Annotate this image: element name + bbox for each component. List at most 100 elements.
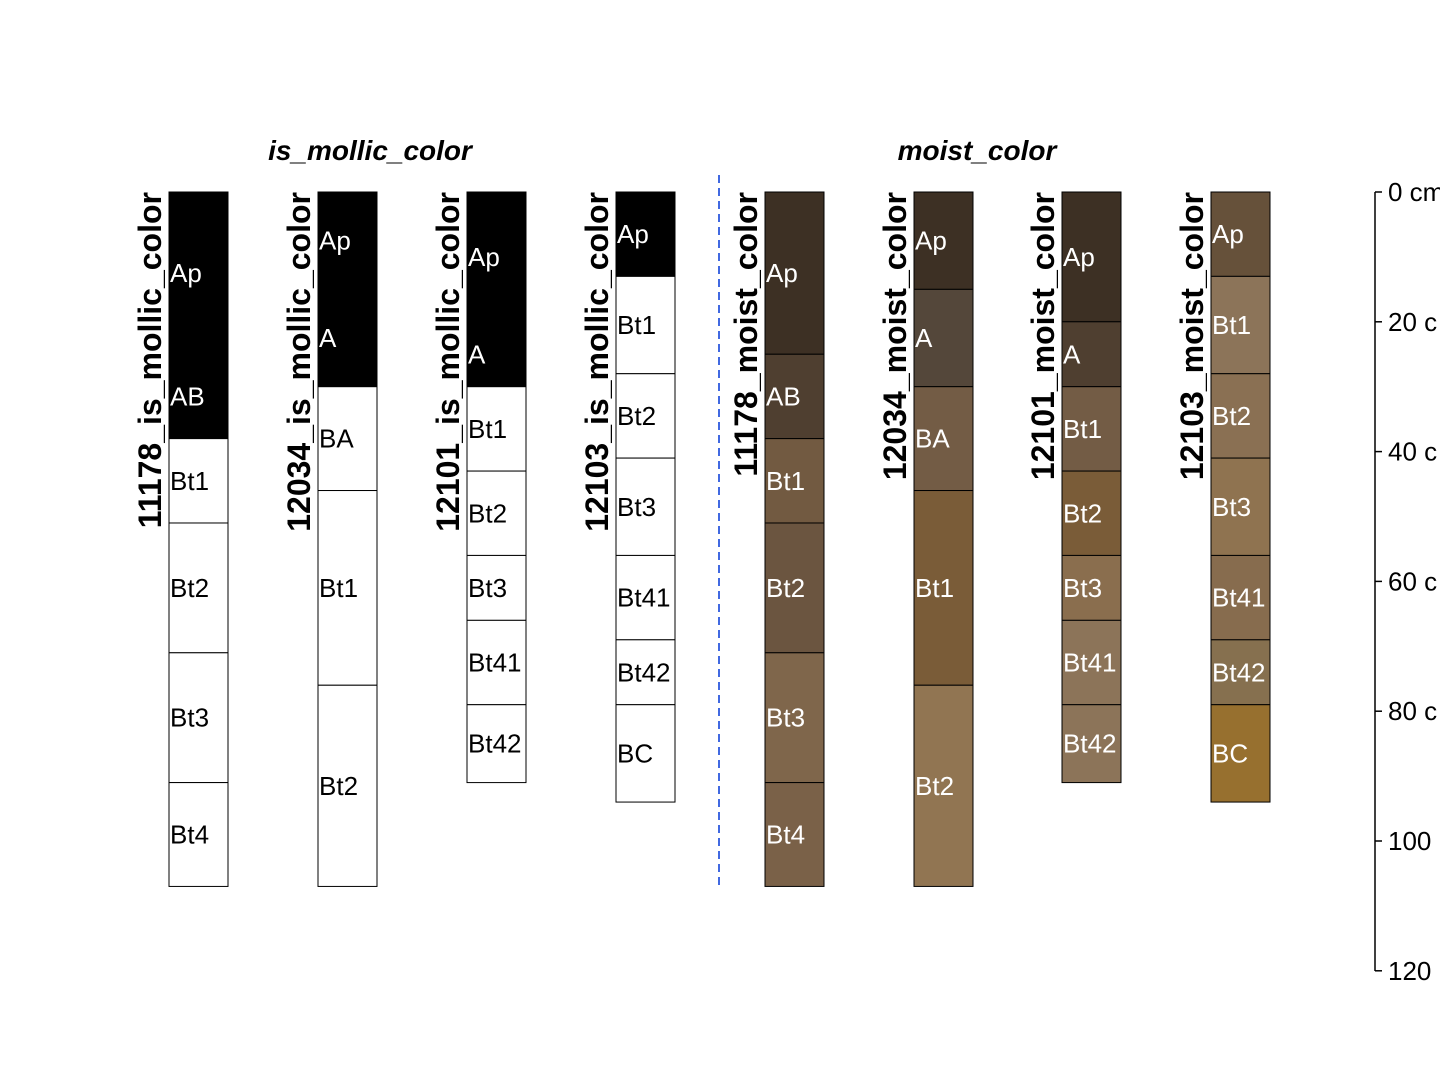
horizon-2-0: [466, 191, 527, 323]
horizon-6-1: [1061, 321, 1122, 388]
depth-tick-label-4: 80 c: [1388, 696, 1437, 726]
horizon-label-6-0: Ap: [1063, 242, 1095, 272]
horizon-7-4: [1210, 554, 1271, 641]
profile-5: Ap A BA Bt1 Bt2 12034_moist_color: [877, 191, 974, 887]
profile-6: Ap A Bt1 Bt2 Bt3 Bt41 Bt42 12101_moist_color: [1025, 191, 1122, 784]
horizon-2-3: [466, 470, 527, 556]
horizon-6-4: [1061, 554, 1122, 621]
horizon-label-4-0: Ap: [766, 258, 798, 288]
horizon-3-6: [615, 704, 676, 803]
profile-id-label-5: 12034_moist_color: [877, 192, 913, 480]
depth-tick-label-3: 60 c: [1388, 566, 1437, 596]
horizon-4-3: [764, 522, 825, 654]
horizon-label-7-0: Ap: [1212, 219, 1244, 249]
horizon-3-1: [615, 275, 676, 375]
horizon-2-5: [466, 619, 527, 706]
horizon-7-2: [1210, 373, 1271, 459]
profile-id-label-2: 12101_is_mollic_color: [430, 192, 466, 532]
horizon-label-6-5: Bt41: [1063, 648, 1117, 678]
group-title-moist-color: moist_color: [898, 135, 1059, 166]
horizon-1-4: [317, 684, 378, 887]
depth-tick-label-5: 100: [1388, 826, 1431, 856]
profile-id-label-7: 12103_moist_color: [1174, 192, 1210, 480]
profile-id-label-1: 12034_is_mollic_color: [281, 192, 317, 532]
horizon-0-4: [168, 652, 229, 784]
depth-axis: 0 cm 20 c 40 c 60 c 80 c 100 120: [1374, 177, 1440, 986]
depth-tick-label-0: 0 cm: [1388, 177, 1440, 207]
horizon-label-6-3: Bt2: [1063, 498, 1102, 528]
profile-3: Ap Bt1 Bt2 Bt3 Bt41 Bt42 BC 12103_is_mollic_col…: [579, 191, 676, 803]
horizon-7-3: [1210, 457, 1271, 556]
profile-id-label-4: 11178_moist_color: [728, 192, 764, 477]
horizon-label-1-2: BA: [319, 424, 354, 454]
horizon-label-1-4: Bt2: [319, 771, 358, 801]
horizon-3-0: [615, 191, 676, 277]
horizon-label-6-6: Bt42: [1063, 729, 1117, 759]
horizon-2-2: [466, 386, 527, 472]
horizon-4-0: [764, 191, 825, 355]
horizon-label-0-3: Bt2: [170, 573, 209, 603]
horizon-label-4-5: Bt4: [766, 820, 805, 850]
profile-4: Ap AB Bt1 Bt2 Bt3 Bt4 11178_moist_color: [728, 191, 825, 887]
horizon-6-5: [1061, 619, 1122, 706]
horizon-1-1: [317, 288, 378, 388]
profile-id-label-0: 11178_is_mollic_color: [132, 192, 168, 528]
horizon-label-0-5: Bt4: [170, 820, 209, 850]
horizon-4-1: [764, 353, 825, 440]
horizon-label-4-4: Bt3: [766, 703, 805, 733]
horizon-label-2-5: Bt41: [468, 648, 522, 678]
horizon-label-3-4: Bt41: [617, 583, 671, 613]
horizon-1-3: [317, 490, 378, 686]
horizon-label-7-6: BC: [1212, 738, 1248, 768]
horizon-0-0: [168, 191, 229, 355]
group-title-is-mollic-color: is_mollic_color: [268, 135, 474, 166]
horizon-label-3-2: Bt2: [617, 401, 656, 431]
horizon-label-2-0: Ap: [468, 242, 500, 272]
profile-id-label-6: 12101_moist_color: [1025, 192, 1061, 480]
horizon-2-6: [466, 704, 527, 784]
horizon-0-1: [168, 353, 229, 440]
horizon-label-6-4: Bt3: [1063, 573, 1102, 603]
horizon-7-5: [1210, 639, 1271, 706]
horizon-label-6-2: Bt1: [1063, 414, 1102, 444]
horizon-6-3: [1061, 470, 1122, 556]
horizon-label-1-0: Ap: [319, 226, 351, 256]
horizon-label-2-6: Bt42: [468, 729, 522, 759]
horizon-label-1-1: A: [319, 323, 337, 353]
horizon-label-5-0: Ap: [915, 226, 947, 256]
profile-2: Ap A Bt1 Bt2 Bt3 Bt41 Bt42 12101_is_mollic_colo…: [430, 191, 527, 784]
horizon-2-1: [466, 321, 527, 388]
horizon-label-4-1: AB: [766, 381, 801, 411]
horizon-label-7-1: Bt1: [1212, 310, 1251, 340]
depth-tick-label-6: 120: [1388, 956, 1431, 986]
horizon-2-4: [466, 554, 527, 621]
profile-1: Ap A BA Bt1 Bt2 12034_is_mollic_color: [281, 191, 378, 887]
horizon-0-3: [168, 522, 229, 654]
horizon-label-3-0: Ap: [617, 219, 649, 249]
horizon-3-2: [615, 373, 676, 459]
horizon-label-2-3: Bt2: [468, 498, 507, 528]
horizon-label-0-4: Bt3: [170, 703, 209, 733]
horizon-label-5-2: BA: [915, 424, 950, 454]
horizon-5-3: [913, 490, 974, 686]
horizon-label-2-1: A: [468, 339, 486, 369]
horizon-1-2: [317, 386, 378, 492]
horizon-0-5: [168, 782, 229, 887]
horizon-label-7-5: Bt42: [1212, 657, 1266, 687]
horizon-label-3-6: BC: [617, 738, 653, 768]
horizon-label-7-2: Bt2: [1212, 401, 1251, 431]
horizon-4-4: [764, 652, 825, 784]
horizon-label-5-1: A: [915, 323, 933, 353]
horizon-7-0: [1210, 191, 1271, 277]
profile-0: Ap AB Bt1 Bt2 Bt3 Bt4 11178_is_mollic_color: [132, 191, 229, 887]
horizon-label-1-3: Bt1: [319, 573, 358, 603]
horizon-label-4-2: Bt1: [766, 466, 805, 496]
horizon-5-0: [913, 191, 974, 290]
horizon-4-2: [764, 438, 825, 524]
horizon-label-3-5: Bt42: [617, 657, 671, 687]
horizon-label-0-2: Bt1: [170, 466, 209, 496]
profile-id-label-3: 12103_is_mollic_color: [579, 192, 615, 532]
horizon-label-2-2: Bt1: [468, 414, 507, 444]
